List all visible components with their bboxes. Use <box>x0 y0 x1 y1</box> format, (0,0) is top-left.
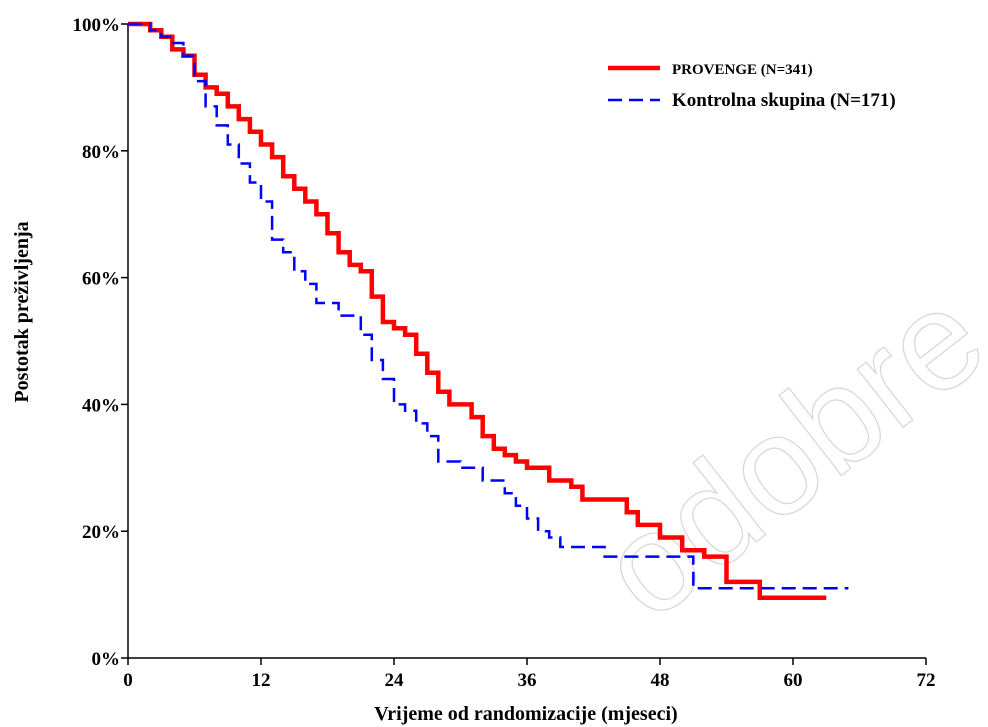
x-tick-label: 36 <box>518 670 537 691</box>
y-tick-label: 20% <box>82 522 120 543</box>
series-line-provenge <box>128 21 827 601</box>
legend-label-kontrolna: Kontrolna skupina (N=171) <box>672 90 896 111</box>
series-layer <box>128 21 849 601</box>
y-tick-label: 60% <box>82 269 120 290</box>
x-tick-label: 48 <box>651 670 670 691</box>
legend-label-provenge: PROVENGE (N=341) <box>672 62 813 78</box>
y-tick-label: 40% <box>82 395 120 416</box>
x-axis-title: Vrijeme od randomizacije (mjeseci) <box>374 703 677 725</box>
legend: PROVENGE (N=341) Kontrolna skupina (N=171… <box>608 62 896 111</box>
x-tick-label: 72 <box>917 670 936 691</box>
y-axis-title: Postotak preživljenja <box>11 221 33 402</box>
x-tick-label: 12 <box>252 670 271 691</box>
x-tick-label: 0 <box>123 670 133 691</box>
y-tick-label: 80% <box>82 142 120 163</box>
series-line-kontrolna <box>128 22 849 590</box>
x-tick-label: 24 <box>385 670 405 691</box>
y-tick-label: 100% <box>73 15 121 36</box>
y-tick-label: 0% <box>92 649 121 670</box>
watermark-text: odobre <box>572 257 988 649</box>
x-tick-label: 60 <box>784 670 803 691</box>
axis-ticks: 0 12 24 36 48 60 72 0% 20% 40% 60% 80% 100% <box>73 15 936 691</box>
